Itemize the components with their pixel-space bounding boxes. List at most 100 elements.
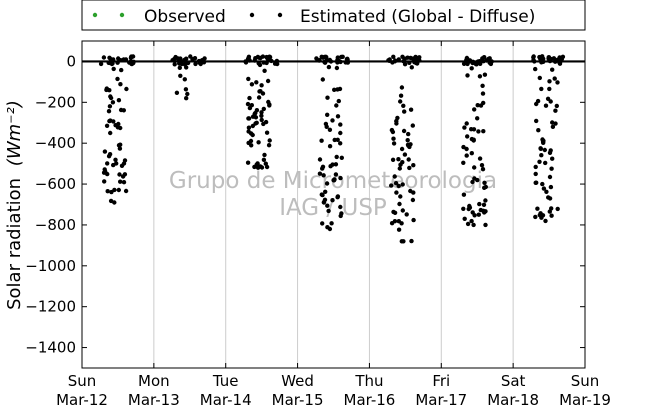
estimated-point: [184, 96, 189, 101]
legend-observed-label: Observed: [144, 7, 226, 27]
y-tick-label: −1200: [25, 298, 76, 316]
estimated-point: [105, 189, 110, 194]
estimated-point: [119, 163, 125, 168]
estimated-point: [264, 130, 270, 135]
estimated-point: [553, 108, 558, 113]
estimated-point: [555, 80, 560, 85]
x-tick-label-day: Sat: [501, 372, 526, 390]
estimated-point: [481, 129, 486, 134]
estimated-point: [267, 55, 273, 60]
x-tick-label-day: Mon: [138, 372, 170, 390]
estimated-point: [411, 217, 416, 223]
estimated-point: [404, 212, 409, 217]
estimated-point: [334, 65, 340, 71]
estimated-point: [322, 60, 328, 65]
estimated-point: [257, 62, 263, 68]
estimated-point: [481, 59, 486, 64]
estimated-point: [340, 54, 345, 59]
y-tick-label: −600: [35, 175, 76, 193]
estimated-point: [555, 206, 560, 212]
x-axis-ticks: SunMar-12MonMar-13TueMar-14WedMar-15ThuM…: [56, 41, 611, 409]
estimated-point: [550, 67, 555, 72]
estimated-point: [553, 121, 558, 126]
estimated-point: [113, 123, 118, 128]
estimated-point: [263, 161, 268, 166]
estimated-point: [550, 156, 555, 161]
estimated-point: [261, 157, 267, 162]
estimated-point: [472, 213, 477, 218]
estimated-point: [267, 138, 272, 143]
estimated-point: [397, 166, 402, 171]
estimated-point: [488, 61, 494, 67]
estimated-point: [326, 208, 331, 214]
estimated-point: [482, 55, 487, 60]
estimated-point: [334, 154, 339, 160]
estimated-point: [407, 144, 412, 150]
estimated-point: [533, 171, 538, 177]
estimated-point: [321, 200, 327, 205]
x-tick-label-date: Mar-13: [128, 391, 180, 409]
estimated-point: [391, 209, 396, 215]
estimated-point: [333, 162, 339, 167]
estimated-point: [335, 114, 341, 119]
estimated-point: [469, 66, 474, 71]
estimated-point: [262, 152, 267, 158]
estimated-point: [461, 160, 466, 165]
estimated-point: [465, 73, 470, 78]
estimated-point: [465, 134, 470, 139]
estimated-point: [541, 59, 546, 64]
estimated-point: [549, 166, 554, 171]
estimated-point: [107, 118, 112, 124]
legend-estimated-label: Estimated (Global - Diffuse): [300, 7, 535, 27]
estimated-point: [399, 85, 405, 90]
estimated-point: [398, 194, 403, 199]
x-tick-label-day: Tue: [212, 372, 239, 390]
estimated-point: [397, 201, 402, 207]
estimated-point: [266, 99, 271, 105]
estimated-point: [549, 213, 554, 218]
estimated-point: [541, 186, 547, 191]
estimated-point: [334, 103, 339, 108]
x-tick-label-date: Mar-18: [487, 391, 539, 409]
estimated-point: [401, 103, 406, 109]
estimated-point: [335, 55, 340, 60]
estimated-point: [483, 209, 488, 214]
y-axis-ticks: 0 −200 −400 −600 −800 −1000 −1200 −1400: [25, 52, 585, 357]
estimated-point: [471, 127, 477, 132]
estimated-point: [396, 183, 401, 189]
estimated-point: [112, 187, 117, 193]
estimated-point: [544, 189, 549, 194]
estimated-point: [116, 143, 122, 148]
estimated-point: [465, 221, 471, 227]
estimated-point: [545, 96, 551, 102]
estimated-point: [400, 208, 405, 213]
legend: Observed Estimated (Global - Diffuse): [81, 0, 586, 31]
estimated-point: [547, 174, 553, 180]
estimated-point: [102, 149, 108, 154]
estimated-point: [409, 65, 414, 70]
estimated-point: [406, 157, 411, 162]
estimated-point: [259, 117, 264, 123]
estimated-point: [106, 154, 112, 159]
estimated-point: [480, 83, 485, 89]
y-tick-label: −800: [35, 216, 76, 234]
estimated-point: [329, 221, 334, 226]
estimated-point: [462, 125, 467, 130]
estimated-point: [245, 101, 251, 107]
estimated-point: [259, 113, 264, 119]
plot-frame: [81, 40, 586, 369]
estimated-point: [537, 75, 542, 81]
estimated-point: [320, 77, 325, 82]
estimated-point: [248, 131, 254, 136]
estimated-point: [317, 157, 323, 162]
estimated-point: [261, 106, 266, 112]
x-tick-label-day: Sun: [571, 372, 600, 390]
legend-observed-marker: [92, 12, 98, 18]
estimated-point: [548, 184, 554, 190]
estimated-point: [462, 216, 467, 221]
estimated-point: [172, 62, 177, 67]
estimated-point: [193, 61, 198, 67]
estimated-point: [113, 157, 118, 162]
estimated-point: [417, 55, 422, 60]
x-tick-label-date: Mar-14: [200, 391, 252, 409]
